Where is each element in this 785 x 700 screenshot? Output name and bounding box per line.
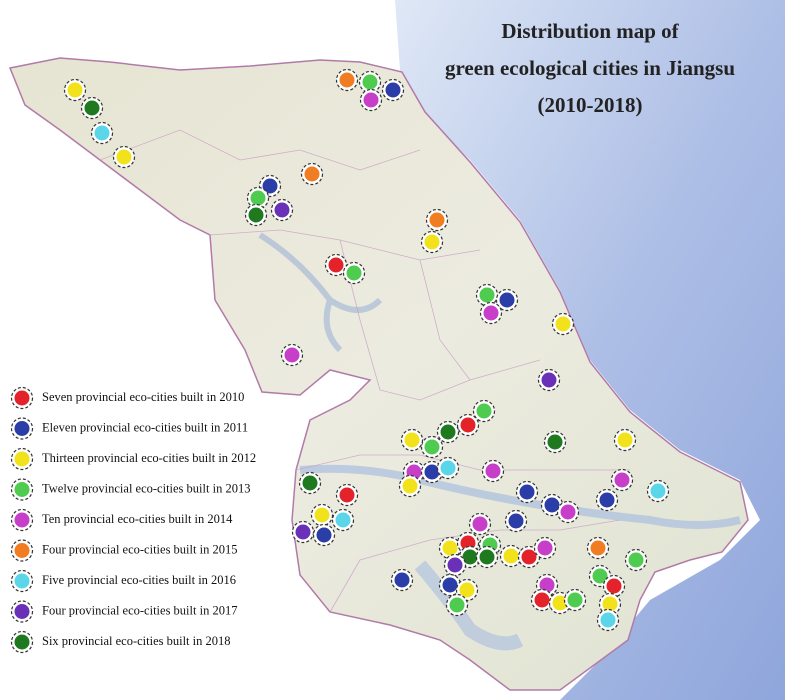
marker-dot bbox=[537, 540, 553, 556]
marker-dot bbox=[14, 604, 30, 619]
marker-dot bbox=[590, 540, 606, 556]
marker-dot bbox=[628, 552, 644, 568]
marker-dot bbox=[262, 178, 278, 194]
title-line: Distribution map of bbox=[501, 19, 679, 43]
marker-dot bbox=[14, 634, 30, 650]
marker-dot bbox=[442, 577, 458, 593]
marker-dot bbox=[248, 207, 264, 223]
marker-dot bbox=[424, 439, 440, 455]
legend-label: Ten provincial eco-cities built in 2014 bbox=[42, 512, 233, 526]
marker-dot bbox=[362, 74, 378, 90]
marker-dot bbox=[449, 597, 465, 613]
marker-dot bbox=[460, 417, 476, 433]
marker-dot bbox=[442, 540, 458, 556]
marker-dot bbox=[503, 548, 519, 564]
marker-dot bbox=[284, 347, 300, 363]
marker-dot bbox=[314, 507, 330, 523]
jiangsu-land bbox=[8, 57, 749, 691]
legend-label: Four provincial eco-cities built in 2015 bbox=[42, 542, 237, 556]
legend-label: Thirteen provincial eco-cities built in … bbox=[42, 451, 256, 465]
marker-dot bbox=[602, 596, 618, 612]
marker-dot bbox=[617, 432, 633, 448]
marker-dot bbox=[402, 478, 418, 494]
marker-dot bbox=[599, 492, 615, 508]
marker-dot bbox=[555, 316, 571, 332]
marker-dot bbox=[560, 504, 576, 520]
legend-label: Six provincial eco-cities built in 2018 bbox=[42, 634, 231, 648]
marker-dot bbox=[567, 592, 583, 608]
marker-dot bbox=[316, 527, 332, 543]
marker-dot bbox=[274, 202, 290, 218]
legend-label: Eleven provincial eco-cities built in 20… bbox=[42, 420, 248, 434]
marker-dot bbox=[472, 516, 488, 532]
legend-label: Four provincial eco-cities built in 2017 bbox=[42, 603, 237, 617]
marker-dot bbox=[14, 543, 30, 558]
marker-dot bbox=[14, 512, 30, 528]
marker-dot bbox=[14, 482, 30, 497]
marker-dot bbox=[335, 512, 351, 528]
marker-dot bbox=[459, 582, 475, 598]
marker-dot bbox=[339, 487, 355, 503]
marker-dot bbox=[592, 568, 608, 584]
marker-dot bbox=[606, 578, 622, 594]
marker-dot bbox=[539, 577, 555, 593]
marker-dot bbox=[650, 483, 666, 499]
marker-dot bbox=[328, 257, 344, 273]
marker-dot bbox=[429, 212, 445, 228]
marker-dot bbox=[295, 524, 311, 540]
marker-dot bbox=[447, 557, 463, 573]
yangtze-river bbox=[299, 464, 741, 529]
marker-dot bbox=[424, 234, 440, 250]
marker-dot bbox=[600, 612, 616, 628]
marker-dot bbox=[363, 92, 379, 108]
marker-dot bbox=[462, 549, 478, 565]
marker-dot bbox=[14, 421, 30, 436]
legend: Seven provincial eco-cities built in 201… bbox=[10, 386, 256, 654]
marker-dot bbox=[479, 287, 495, 303]
marker-dot bbox=[394, 572, 410, 588]
marker-dot bbox=[304, 166, 320, 182]
marker-dot bbox=[385, 82, 401, 98]
taihu-lake bbox=[414, 560, 524, 651]
marker-dot bbox=[521, 549, 537, 565]
marker-dot bbox=[302, 475, 318, 491]
marker-dot bbox=[14, 573, 30, 589]
marker-dot bbox=[94, 125, 110, 141]
lake bbox=[258, 232, 383, 353]
marker-dot bbox=[84, 100, 100, 116]
marker-dot bbox=[250, 190, 266, 206]
marker-dot bbox=[485, 463, 501, 479]
marker-dot bbox=[440, 460, 456, 476]
legend-label: Twelve provincial eco-cities built in 20… bbox=[42, 481, 250, 495]
marker-dot bbox=[483, 305, 499, 321]
marker-dot bbox=[499, 292, 515, 308]
marker-dot bbox=[534, 592, 550, 608]
marker-dot bbox=[404, 432, 420, 448]
marker-dot bbox=[519, 484, 535, 500]
marker-dot bbox=[476, 403, 492, 419]
marker-dot bbox=[479, 549, 495, 565]
marker-dot bbox=[544, 497, 560, 513]
marker-dot bbox=[67, 82, 83, 98]
marker-dot bbox=[440, 424, 456, 440]
markers bbox=[63, 68, 670, 632]
title-line: green ecological cities in Jiangsu bbox=[445, 56, 735, 80]
legend-label: Seven provincial eco-cities built in 201… bbox=[42, 390, 244, 404]
marker-dot bbox=[547, 434, 563, 450]
sea bbox=[395, 0, 785, 700]
marker-dot bbox=[614, 472, 630, 488]
marker-dot bbox=[346, 265, 362, 281]
marker-dot bbox=[424, 464, 440, 480]
marker-dot bbox=[339, 72, 355, 88]
marker-dot bbox=[541, 372, 557, 388]
marker-dot bbox=[116, 149, 132, 165]
marker-dot bbox=[552, 595, 568, 611]
legend-label: Five provincial eco-cities built in 2016 bbox=[42, 573, 236, 587]
marker-dot bbox=[14, 451, 30, 467]
title-line: (2010-2018) bbox=[538, 93, 643, 117]
marker-dot bbox=[14, 390, 30, 406]
marker-dot bbox=[508, 513, 524, 529]
